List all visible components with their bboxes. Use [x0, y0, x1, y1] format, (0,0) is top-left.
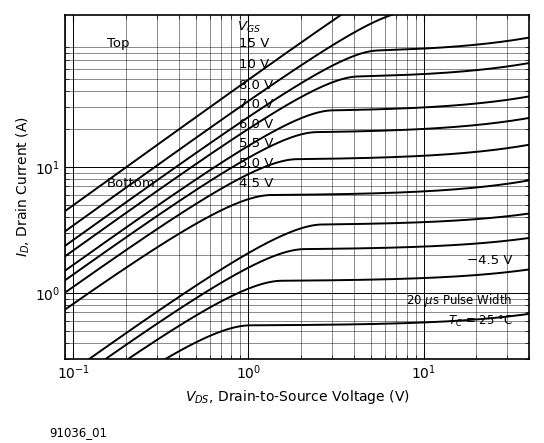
Text: 4.5 V: 4.5 V: [239, 177, 274, 190]
Text: 10 V: 10 V: [239, 58, 269, 71]
Y-axis label: $I_D$, Drain Current (A): $I_D$, Drain Current (A): [15, 117, 33, 257]
Text: 6.0 V: 6.0 V: [239, 118, 274, 131]
Text: 5.5 V: 5.5 V: [239, 137, 274, 150]
Text: 5.0 V: 5.0 V: [239, 157, 274, 170]
X-axis label: $V_{DS}$, Drain-to-Source Voltage (V): $V_{DS}$, Drain-to-Source Voltage (V): [185, 388, 410, 406]
Text: Bottom: Bottom: [107, 177, 156, 190]
Text: 7.0 V: 7.0 V: [239, 98, 274, 111]
Text: 15 V: 15 V: [239, 37, 270, 51]
Text: 8.0 V: 8.0 V: [239, 78, 274, 92]
Text: $V_{GS}$: $V_{GS}$: [237, 20, 261, 35]
Text: $T_C$ = 25 °C: $T_C$ = 25 °C: [448, 314, 513, 329]
Text: 91036_01: 91036_01: [49, 426, 107, 439]
Text: −4.5 V: −4.5 V: [467, 254, 513, 267]
Text: 20 $\mu$s Pulse Width: 20 $\mu$s Pulse Width: [406, 292, 513, 309]
Text: Top: Top: [107, 37, 129, 51]
